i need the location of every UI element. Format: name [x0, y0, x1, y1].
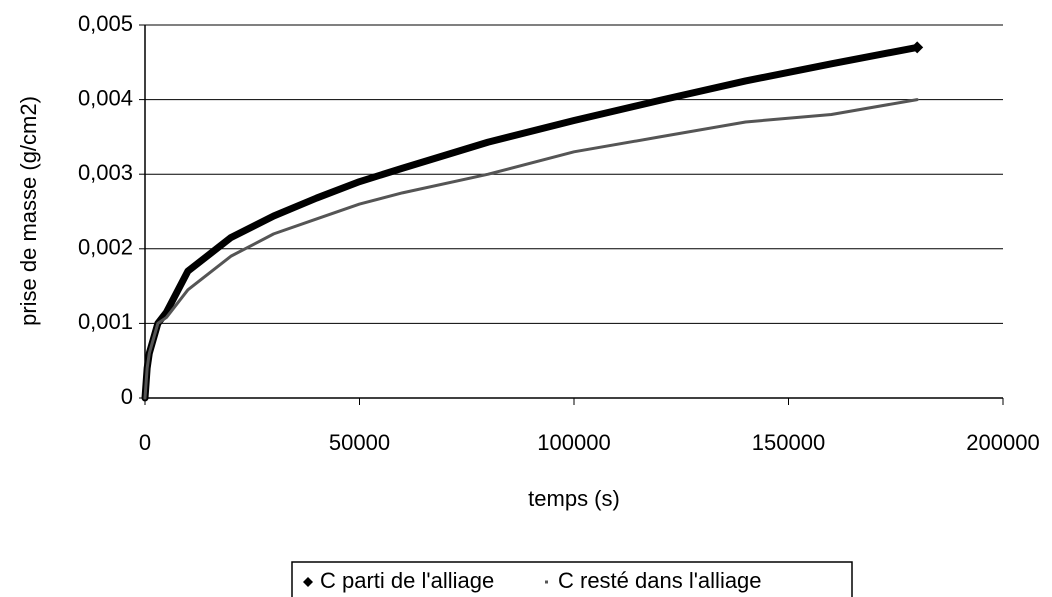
- x-axis-title: temps (s): [528, 486, 620, 511]
- legend-label: C parti de l'alliage: [320, 568, 494, 593]
- legend-label: C resté dans l'alliage: [558, 568, 762, 593]
- y-tick-label: 0,004: [78, 85, 133, 110]
- y-axis-title: prise de masse (g/cm2): [16, 96, 41, 326]
- x-tick-label: 100000: [537, 430, 610, 455]
- y-tick-label: 0,002: [78, 235, 133, 260]
- legend-marker: [303, 577, 313, 587]
- end-marker: [911, 41, 924, 54]
- x-tick-label: 150000: [752, 430, 825, 455]
- legend-marker: [545, 580, 548, 584]
- x-tick-label: 200000: [966, 430, 1039, 455]
- legend-box: [291, 561, 853, 597]
- x-tick-label: 50000: [329, 430, 390, 455]
- x-tick-label: 0: [139, 430, 151, 455]
- y-tick-label: 0: [121, 384, 133, 409]
- y-tick-label: 0,001: [78, 309, 133, 334]
- series-line: [143, 98, 919, 400]
- y-tick-label: 0,003: [78, 160, 133, 185]
- y-tick-label: 0,005: [78, 11, 133, 36]
